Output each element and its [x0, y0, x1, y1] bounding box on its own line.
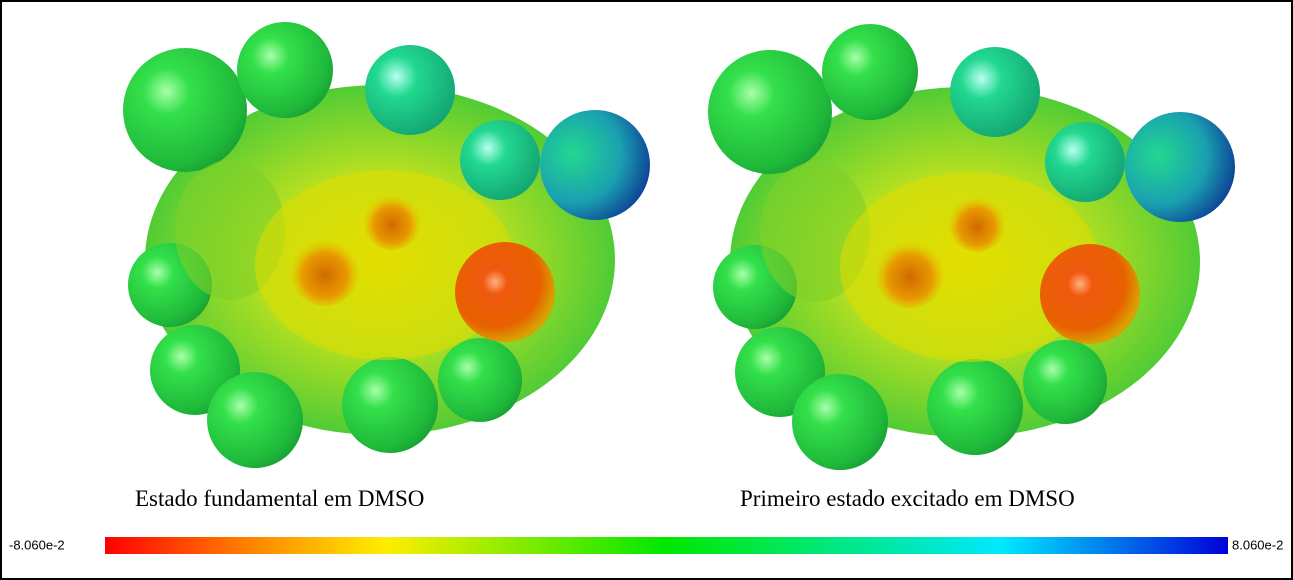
figure: Estado fundamental em DMSO Primeiro esta… [0, 0, 1293, 580]
caption: Primeiro estado excitado em DMSO [740, 486, 1075, 511]
scale-min-label: -8.060e-2 [9, 537, 65, 552]
scale-max-label: 8.060e-2 [1232, 537, 1283, 552]
caption: Estado fundamental em DMSO [135, 486, 424, 511]
page: Estado fundamental em DMSO Primeiro esta… [0, 0, 1293, 580]
color-bar [105, 537, 1228, 554]
